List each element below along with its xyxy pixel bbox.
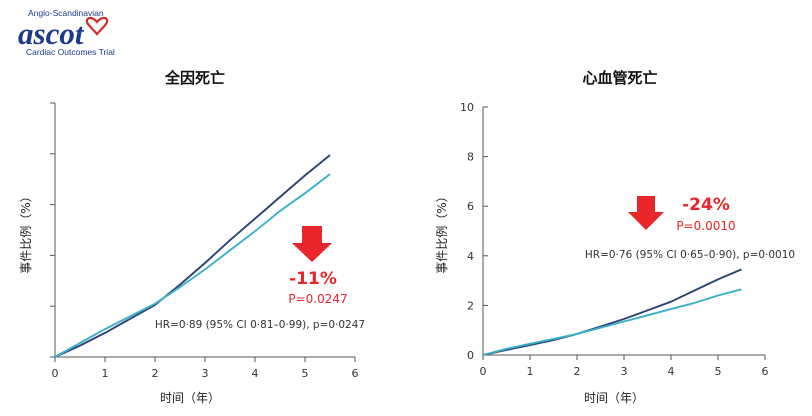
series-line-2 [54,173,331,358]
y-tick-label: 8 [467,151,474,164]
x-tick-label: 5 [715,365,722,378]
down-arrow-icon [292,226,332,262]
hr-annotation: HR=0·89 (95% CI 0·81–0·99), p=0·0247 [155,319,365,331]
y-tick-label: 4 [467,250,474,263]
p-value-label: P=0.0010 [676,219,735,233]
series-line-1 [482,268,742,356]
x-tick-label: 0 [52,367,59,380]
y-tick-label: 6 [467,200,474,213]
x-tick-label: 6 [352,367,359,380]
x-tick-label: 3 [202,367,209,380]
chart-title: 全因死亡 [164,69,225,87]
p-value-label: P=0.0247 [288,292,347,306]
x-tick-label: 4 [668,365,675,378]
x-tick-label: 2 [152,367,159,380]
ascot-logo: Anglo-Scandinavian ascot Cardiac Outcome… [18,8,115,57]
chart-cardiovascular-death: 心血管死亡 事件比例（%） 时间（年） HR=0·76 (95% CI 0·65… [435,69,795,405]
x-axis-label: 时间（年） [160,391,220,405]
reduction-label: -11% [289,269,337,289]
reduction-label: -24% [682,195,730,215]
series-line-2 [482,288,742,356]
x-tick-label: 1 [527,365,534,378]
y-tick-label: 2 [467,299,474,312]
y-tick-label: 0 [467,349,474,362]
x-tick-label: 4 [252,367,259,380]
x-tick-label: 5 [302,367,309,380]
y-axis-label: 事件比例（%） [435,190,449,273]
x-tick-label: 6 [762,365,769,378]
hr-annotation: HR=0·76 (95% CI 0·65–0·90), p=0·0010 [585,249,795,261]
logo-line3: Cardiac Outcomes Trial [26,47,115,57]
logo-word: ascot [18,16,85,51]
x-axis-label: 时间（年） [584,391,644,405]
y-axis-label: 事件比例（%） [19,190,33,273]
heart-icon [85,16,109,36]
down-arrow-icon [628,196,664,230]
y-tick-label: 10 [460,101,474,114]
chart-all-cause-death: 全因死亡 事件比例（%） 时间（年） HR=0·89 (95% CI 0·81–… [19,69,365,405]
x-tick-label: 2 [574,365,581,378]
x-tick-label: 3 [621,365,628,378]
logo-line1: Anglo-Scandinavian [28,8,104,18]
x-tick-label: 1 [102,367,109,380]
x-tick-label: 0 [480,365,487,378]
chart-title: 心血管死亡 [582,69,657,87]
series-line-1 [54,154,331,358]
